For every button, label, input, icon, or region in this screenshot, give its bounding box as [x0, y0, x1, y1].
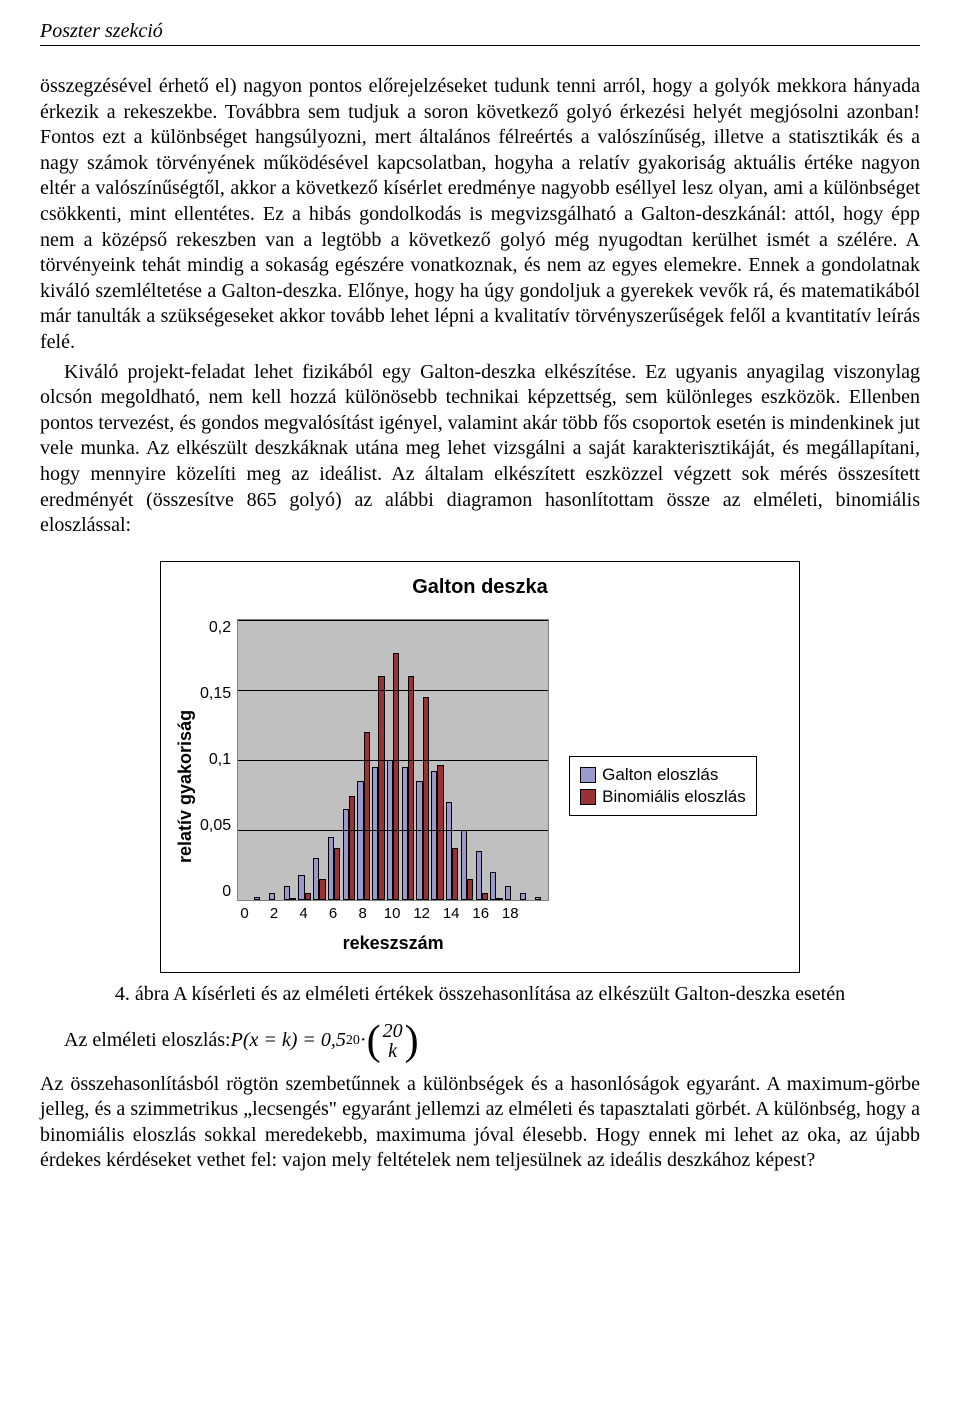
y-tick-label: 0,2: [209, 619, 231, 637]
formula-dot: ·: [360, 1029, 367, 1052]
bar-binomial: [378, 676, 384, 900]
x-tick-label: 2: [270, 905, 278, 922]
bar-binomial: [334, 848, 340, 900]
chart-y-ticks: 0,2 0,15 0,1 0,05 0: [200, 619, 237, 901]
y-tick-label: 0,15: [200, 685, 231, 703]
bar-binomial: [423, 697, 429, 900]
x-tick-label: 18: [502, 905, 519, 922]
formula: Az elméleti eloszlás: P(x = k) = 0,520 ·…: [64, 1020, 920, 1062]
paragraph-3: Az összehasonlításból rögtön szembetűnne…: [40, 1072, 920, 1174]
formula-exp: 20: [346, 1033, 360, 1049]
bar-binomial: [305, 893, 311, 900]
figure-caption: 4. ábra A kísérleti és az elméleti érték…: [40, 983, 920, 1006]
bar-binomial: [364, 732, 370, 900]
x-tick-label: 6: [329, 905, 337, 922]
binom-top: 20: [383, 1021, 403, 1041]
bar-binomial: [319, 879, 325, 900]
x-tick-label: 12: [413, 905, 430, 922]
bar-binomial: [437, 765, 443, 899]
legend-swatch: [580, 767, 596, 783]
x-tick-label: 8: [358, 905, 366, 922]
x-tick-label: 16: [472, 905, 489, 922]
chart-title: Galton deszka: [175, 576, 785, 599]
body-text-2: Az összehasonlításból rögtön szembetűnne…: [40, 1072, 920, 1174]
formula-lhs: P(x = k) = 0,5: [231, 1029, 346, 1052]
chart-x-ticks: 0 2 4 6 8 10 12 14 16 18: [237, 905, 549, 927]
paren-right-icon: ): [405, 1020, 419, 1062]
body-text: összegzésével érhető el) nagyon pontos e…: [40, 74, 920, 539]
x-tick-label: 10: [384, 905, 401, 922]
legend-label: Galton eloszlás: [602, 765, 718, 785]
chart-container: Galton deszka relatív gyakoriság 0,2 0,15…: [160, 561, 800, 973]
bar-galton: [520, 893, 526, 900]
bar-galton: [269, 893, 275, 900]
bar-binomial: [452, 848, 458, 900]
bar-binomial: [349, 796, 355, 900]
y-tick-label: 0: [222, 883, 231, 901]
bar-binomial: [467, 879, 473, 900]
x-tick-label: 14: [443, 905, 460, 922]
y-tick-label: 0,1: [209, 751, 231, 769]
binom-bottom: k: [388, 1041, 397, 1061]
x-tick-label: 4: [299, 905, 307, 922]
x-tick-label: 0: [240, 905, 248, 922]
chart-legend: Galton eloszlásBinomiális eloszlás: [569, 756, 757, 816]
legend-swatch: [580, 789, 596, 805]
formula-label: Az elméleti eloszlás:: [64, 1029, 231, 1052]
bar-binomial: [408, 676, 414, 900]
paren-left-icon: (: [367, 1020, 381, 1062]
legend-item: Binomiális eloszlás: [580, 787, 746, 807]
y-tick-label: 0,05: [200, 817, 231, 835]
bar-binomial: [482, 893, 488, 900]
bar-galton: [490, 872, 496, 900]
section-header: Poszter szekció: [40, 20, 920, 46]
legend-item: Galton eloszlás: [580, 765, 746, 785]
chart-y-axis-label: relatív gyakoriság: [175, 619, 196, 954]
paragraph-1: összegzésével érhető el) nagyon pontos e…: [40, 74, 920, 356]
chart-plot-area: [237, 619, 549, 901]
paragraph-2: Kiváló projekt-feladat lehet fizikából e…: [40, 360, 920, 539]
legend-label: Binomiális eloszlás: [602, 787, 746, 807]
bar-galton: [505, 886, 511, 900]
chart-x-axis-label: rekeszszám: [237, 933, 549, 954]
